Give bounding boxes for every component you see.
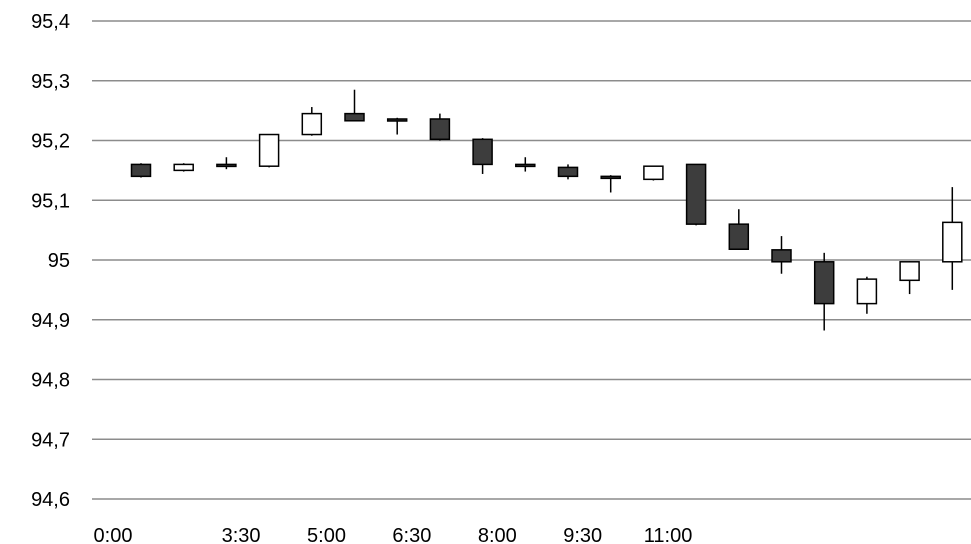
candle-bearish <box>728 209 750 250</box>
candle-body <box>173 163 194 172</box>
candle-body <box>899 261 920 282</box>
candle-body <box>600 175 621 180</box>
x-tick-label: 8:00 <box>478 525 517 544</box>
candle-body <box>301 112 323 136</box>
x-tick-label: 9:30 <box>563 525 602 544</box>
candle-bearish <box>515 157 536 172</box>
y-axis-tick-labels: 94,6 94,7 94,8 94,9 95 95,1 95,2 95,3 95,4 <box>31 11 70 511</box>
x-tick-label: 6:30 <box>392 525 431 544</box>
candle-body <box>856 278 878 305</box>
x-tick-label: 5:00 <box>307 525 346 544</box>
x-axis-tick-labels: 0:00 3:30 5:00 6:30 8:00 9:30 11:00 <box>94 525 693 544</box>
candle-bearish <box>685 163 707 226</box>
y-tick-label: 94,9 <box>31 310 70 332</box>
candle-body <box>429 118 451 141</box>
y-tick-label: 95,2 <box>31 131 70 153</box>
candle-body <box>216 163 237 168</box>
x-tick-label: 0:00 <box>94 525 133 544</box>
y-tick-label: 95 <box>48 250 70 272</box>
candle-body <box>258 133 280 167</box>
y-tick-label: 94,8 <box>31 370 70 392</box>
candle-body <box>685 163 707 225</box>
candle-bearish <box>771 236 792 274</box>
y-tick-label: 94,7 <box>31 429 70 451</box>
candle-bearish <box>600 175 621 193</box>
candle-body <box>942 221 963 263</box>
candle-bearish <box>472 138 493 174</box>
candle-bullish <box>942 187 963 290</box>
candle-bearish <box>557 164 579 180</box>
candle-body <box>515 163 536 168</box>
x-tick-label: 11:00 <box>644 525 693 544</box>
candle-bullish <box>173 163 194 172</box>
y-tick-label: 95,3 <box>31 71 70 93</box>
candle-body <box>344 112 365 122</box>
candle-bearish <box>216 157 237 170</box>
candle-body <box>472 138 493 166</box>
candles <box>130 89 963 331</box>
gridlines <box>92 20 971 500</box>
candle-bullish <box>643 165 664 181</box>
candle-body <box>728 223 750 250</box>
candle-body <box>130 163 152 178</box>
candle-body <box>643 165 664 181</box>
candle-body <box>771 249 792 263</box>
candle-body <box>557 166 579 178</box>
y-tick-label: 95,4 <box>31 11 70 33</box>
y-tick-label: 95,1 <box>31 190 70 212</box>
candle-bearish <box>130 163 152 178</box>
candle-bearish <box>429 113 451 141</box>
y-tick-label: 94,6 <box>31 489 70 511</box>
candle-body <box>813 261 835 305</box>
candle-bullish <box>301 107 323 136</box>
candle-bullish <box>899 261 920 295</box>
candle-bearish <box>386 117 408 135</box>
x-tick-label: 3:30 <box>222 525 261 544</box>
candle-bullish <box>258 133 280 168</box>
candle-bearish <box>813 252 835 331</box>
candle-bearish <box>344 89 365 122</box>
candle-bullish <box>856 276 878 314</box>
candle-body <box>386 118 408 122</box>
